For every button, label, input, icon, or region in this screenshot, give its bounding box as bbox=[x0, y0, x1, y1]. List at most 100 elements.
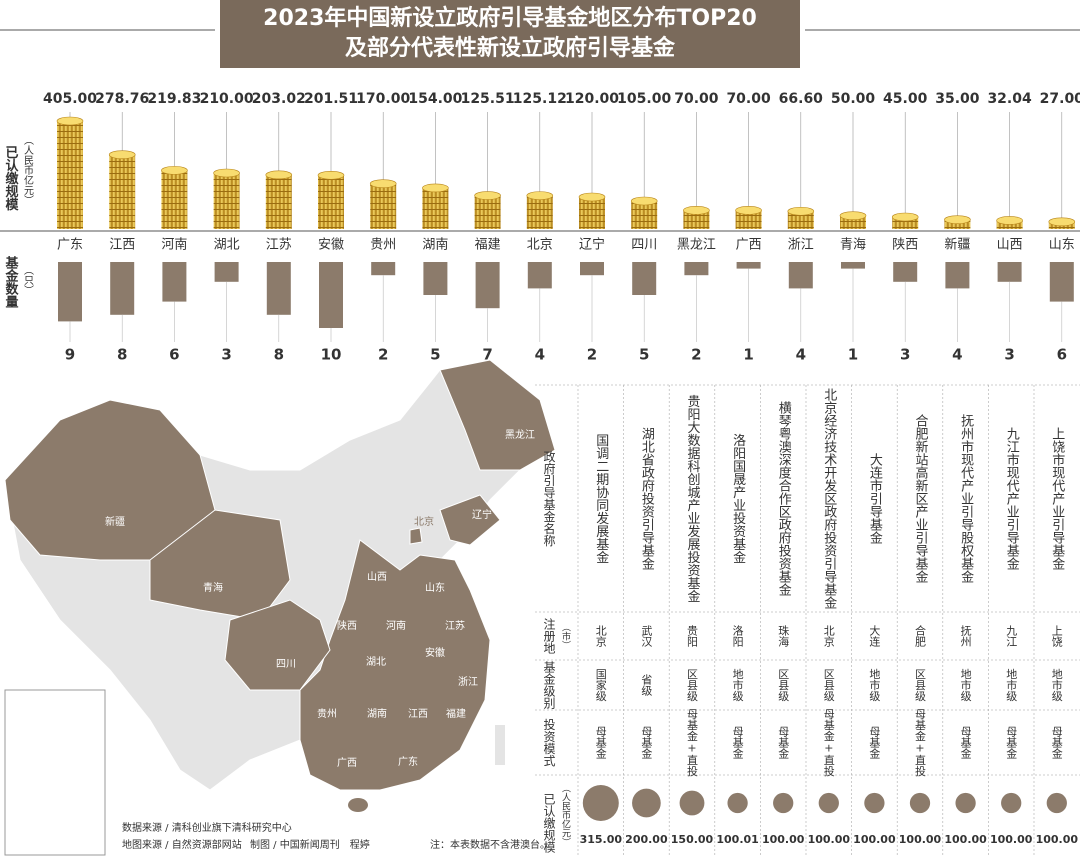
category-label: 广东 bbox=[57, 238, 83, 253]
count-label: 4 bbox=[796, 346, 806, 364]
bubble-label: 100.00 bbox=[899, 833, 942, 846]
table-cell: 九江 bbox=[1005, 625, 1018, 647]
count-label: 2 bbox=[587, 346, 597, 364]
count-bar bbox=[632, 262, 657, 295]
table-cell: 母基金+直投 bbox=[914, 708, 927, 777]
category-label: 青海 bbox=[840, 238, 866, 253]
table-cell: 珠海 bbox=[777, 624, 790, 648]
coin-top bbox=[944, 215, 971, 224]
coin-stack bbox=[265, 174, 292, 229]
category-label: 北京 bbox=[527, 238, 553, 253]
map-label: 新疆 bbox=[105, 515, 125, 528]
title: 2023年中国新设立政府引导基金地区分布TOP20 bbox=[263, 5, 757, 31]
count-bar bbox=[527, 262, 552, 289]
island bbox=[495, 725, 505, 765]
row-header: 基金级别 bbox=[542, 661, 556, 709]
value-label: 50.00 bbox=[831, 91, 876, 107]
coin-stack bbox=[735, 210, 762, 229]
coin-top bbox=[526, 191, 554, 200]
bubble-label: 200.00 bbox=[625, 833, 668, 846]
table-cell: 北京 bbox=[822, 625, 835, 648]
count-label: 5 bbox=[639, 346, 649, 364]
region bbox=[439, 494, 501, 546]
category-label: 辽宁 bbox=[579, 237, 605, 253]
title-box bbox=[220, 0, 800, 68]
bubble bbox=[955, 792, 976, 814]
bubble-label: 100.00 bbox=[762, 833, 805, 846]
count-bar bbox=[110, 262, 135, 315]
table-cell: 横琴粤澳深度合作区政府投资基金 bbox=[776, 401, 792, 596]
map-label: 黑龙江 bbox=[505, 428, 535, 441]
value-label: 35.00 bbox=[935, 91, 980, 107]
region bbox=[224, 599, 331, 691]
table-cell: 湖北省政府投资引导基金 bbox=[639, 427, 655, 570]
count-label: 8 bbox=[117, 346, 127, 364]
table-cell: 上饶 bbox=[1050, 625, 1063, 647]
row-header: 投资模式 bbox=[542, 717, 556, 766]
region bbox=[299, 539, 491, 791]
count-label: 3 bbox=[221, 346, 231, 364]
bubble bbox=[632, 788, 661, 818]
coin-top bbox=[56, 116, 84, 126]
coin-stack bbox=[474, 195, 501, 229]
coin-top bbox=[891, 212, 919, 222]
table-cell: 母基金 bbox=[1005, 726, 1018, 759]
bubble bbox=[1046, 792, 1067, 814]
table-cell: 母基金 bbox=[1050, 726, 1063, 759]
bubble bbox=[582, 785, 619, 821]
coin-top bbox=[630, 196, 658, 206]
table-cell: 母基金 bbox=[594, 726, 607, 759]
table-cell: 洛阳 bbox=[731, 624, 744, 647]
table-cell: 北京 bbox=[594, 625, 607, 648]
source-note: 制图 / 中国新闻周刊 程婷 bbox=[250, 838, 370, 851]
value-label: 154.00 bbox=[408, 91, 462, 107]
value-label: 105.00 bbox=[617, 91, 671, 107]
map-label: 江苏 bbox=[445, 619, 465, 632]
map-label: 浙江 bbox=[458, 676, 478, 688]
count-bar bbox=[580, 262, 604, 276]
count-bar bbox=[893, 262, 918, 282]
coin-top bbox=[996, 216, 1023, 225]
source-note: 地图来源 / 自然资源部网站 bbox=[122, 838, 242, 851]
table-cell: 地市级 bbox=[1050, 668, 1063, 702]
coin-stack bbox=[213, 173, 240, 229]
map-label: 辽宁 bbox=[472, 508, 492, 521]
coin-top bbox=[161, 166, 188, 175]
category-label: 湖北 bbox=[214, 238, 240, 253]
row-unit: （人民币亿元） bbox=[560, 784, 571, 847]
count-label: 1 bbox=[848, 346, 858, 364]
count-label: 2 bbox=[691, 346, 701, 364]
count-bar bbox=[841, 262, 865, 269]
bubble-label: 150.00 bbox=[671, 833, 714, 846]
coin-top bbox=[578, 192, 606, 202]
bubble-label: 100.01 bbox=[716, 833, 758, 846]
value-label: 70.00 bbox=[726, 91, 771, 107]
map-label: 湖南 bbox=[367, 707, 387, 720]
coin-top bbox=[735, 206, 762, 215]
region bbox=[149, 509, 291, 621]
count-bar bbox=[788, 262, 813, 289]
island bbox=[348, 798, 368, 812]
map-label: 山西 bbox=[367, 571, 387, 583]
count-bar bbox=[1049, 262, 1074, 302]
value-label: 203.02 bbox=[252, 91, 306, 107]
table-cell: 母基金+直投 bbox=[822, 708, 835, 777]
value-label: 70.00 bbox=[674, 91, 719, 107]
value-label: 125.51 bbox=[461, 91, 515, 107]
value-label: 170.00 bbox=[356, 91, 410, 107]
map-label: 福建 bbox=[446, 707, 466, 720]
table-cell: 贵阳大数据科创城产业发展投资基金 bbox=[685, 395, 701, 603]
count-label: 10 bbox=[321, 346, 342, 364]
row-header: 政府引导基金名称 bbox=[542, 450, 556, 546]
category-label: 贵州 bbox=[370, 238, 396, 253]
table-cell: 地市级 bbox=[1005, 668, 1018, 702]
count-label: 4 bbox=[535, 346, 545, 364]
bubble-label: 100.00 bbox=[990, 833, 1033, 846]
coin-top bbox=[474, 191, 501, 200]
count-bar bbox=[423, 262, 448, 295]
bubble bbox=[1001, 792, 1022, 814]
table-cell: 母基金 bbox=[959, 726, 972, 759]
coin-stack bbox=[161, 170, 188, 229]
map-label: 陕西 bbox=[337, 619, 357, 632]
coin-top bbox=[213, 168, 240, 178]
